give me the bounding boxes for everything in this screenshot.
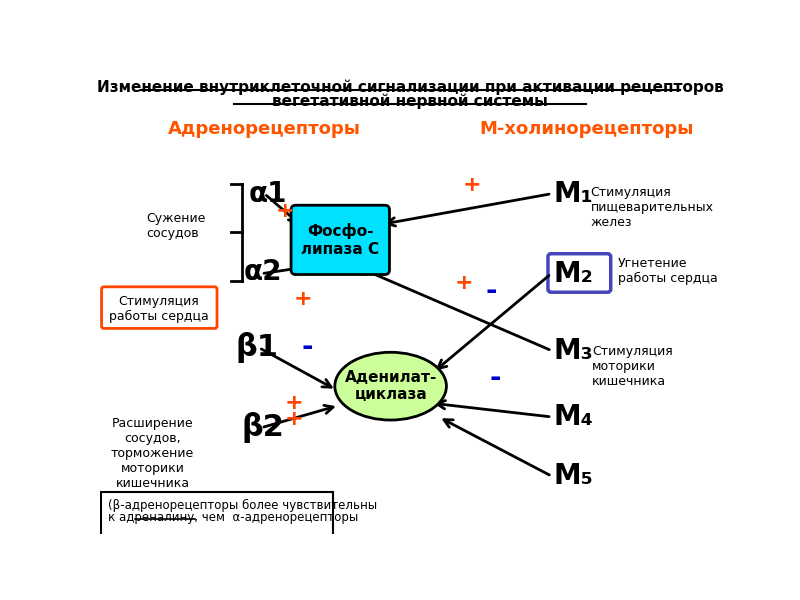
Text: M₂: M₂ (554, 260, 593, 288)
Text: M₅: M₅ (554, 462, 594, 490)
Text: Расширение
сосудов,
торможение
моторики
кишечника: Расширение сосудов, торможение моторики … (111, 417, 194, 490)
Ellipse shape (335, 352, 446, 420)
Text: -: - (490, 364, 501, 392)
Text: -: - (302, 334, 314, 361)
FancyBboxPatch shape (548, 254, 610, 292)
Text: Угнетение
работы сердца: Угнетение работы сердца (618, 257, 718, 285)
Text: Стимуляция
моторики
кишечника: Стимуляция моторики кишечника (592, 344, 673, 388)
Text: +: + (455, 273, 474, 293)
Text: M₁: M₁ (554, 179, 593, 208)
Text: Сужение
сосудов: Сужение сосудов (146, 212, 206, 240)
Text: Стимуляция
работы сердца: Стимуляция работы сердца (109, 295, 209, 323)
Text: Изменение внутриклеточной сигнализации при активации рецепторов: Изменение внутриклеточной сигнализации п… (97, 80, 723, 95)
Text: +: + (285, 393, 303, 413)
Text: +: + (275, 201, 294, 221)
Text: β1: β1 (236, 332, 278, 363)
Text: +: + (294, 289, 312, 308)
Text: α1: α1 (249, 179, 287, 208)
FancyBboxPatch shape (102, 287, 217, 328)
Text: Адренорецепторы: Адренорецепторы (168, 120, 362, 138)
FancyBboxPatch shape (291, 205, 390, 275)
Text: Фосфо-
липаза С: Фосфо- липаза С (301, 223, 379, 257)
Text: β2: β2 (241, 412, 284, 443)
Text: α2: α2 (243, 258, 282, 286)
Text: (β-адренорецепторы более чувствительны: (β-адренорецепторы более чувствительны (108, 499, 377, 512)
Text: к адреналину, чем  α-адренорецепторы: к адреналину, чем α-адренорецепторы (108, 511, 358, 524)
Text: вегетативной нервной системы: вегетативной нервной системы (272, 94, 548, 109)
Text: +: + (462, 175, 482, 196)
Text: Аденилат-
циклаза: Аденилат- циклаза (345, 370, 437, 403)
Text: +: + (285, 409, 303, 428)
FancyBboxPatch shape (101, 493, 333, 536)
Text: Стимуляция
пищеварительных
желез: Стимуляция пищеварительных желез (590, 186, 714, 229)
Text: M₃: M₃ (554, 337, 593, 365)
Text: -: - (486, 277, 497, 305)
Text: M₄: M₄ (554, 403, 594, 431)
Text: М-холинорецепторы: М-холинорецепторы (480, 120, 694, 138)
